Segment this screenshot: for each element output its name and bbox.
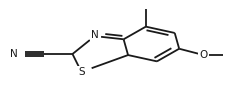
Text: O: O <box>200 50 208 60</box>
Text: S: S <box>78 67 85 77</box>
Text: N: N <box>91 30 99 40</box>
Text: N: N <box>10 49 18 59</box>
